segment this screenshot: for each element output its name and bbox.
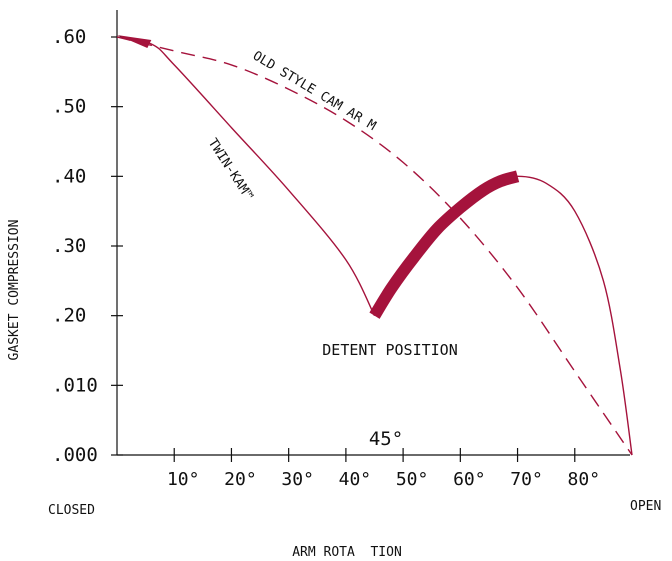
detent-band [369,170,520,319]
y-tick-label: .30 [52,235,86,257]
y-tick-label: .50 [52,96,86,118]
tick-labels: .000 .010 .20 .30 .40 .50 .60 10° 20° 30° 40° 50° 60… [52,26,600,490]
y-tick-label: .000 [52,444,98,466]
x-tick-label: 20° [224,469,257,490]
series-twin-kam-line [116,36,633,456]
open-label: OPEN [630,499,661,514]
axes [111,10,630,462]
y-axis-label: GASKET COMPRESSION [7,220,22,361]
x-tick-label: 40° [339,469,372,490]
y-tick-label: .20 [52,305,86,327]
y-tick-label: .40 [52,165,86,187]
closed-wedge [117,35,152,48]
annotation-detent-position: DETENT POSITION [322,341,457,359]
x-axis-label: ARM ROTA TION [292,545,402,560]
x-tick-label: 50° [396,469,429,490]
x-tick-label: 30° [281,469,314,490]
x-tick-label: 80° [568,469,601,490]
x-tick-label: 70° [510,469,543,490]
y-tick-label: .60 [52,26,86,48]
closed-label: CLOSED [48,503,95,518]
series-old-style-cam-arm-line [116,36,633,456]
annotation-45-degrees: 45° [369,428,403,450]
series-label-old-style-cam-arm: OLD STYLE CAM AR M [250,49,379,135]
chart-marks [116,35,633,456]
x-tick-label: 10° [167,469,200,490]
y-tick-label: .010 [52,374,98,396]
x-tick-label: 60° [453,469,486,490]
